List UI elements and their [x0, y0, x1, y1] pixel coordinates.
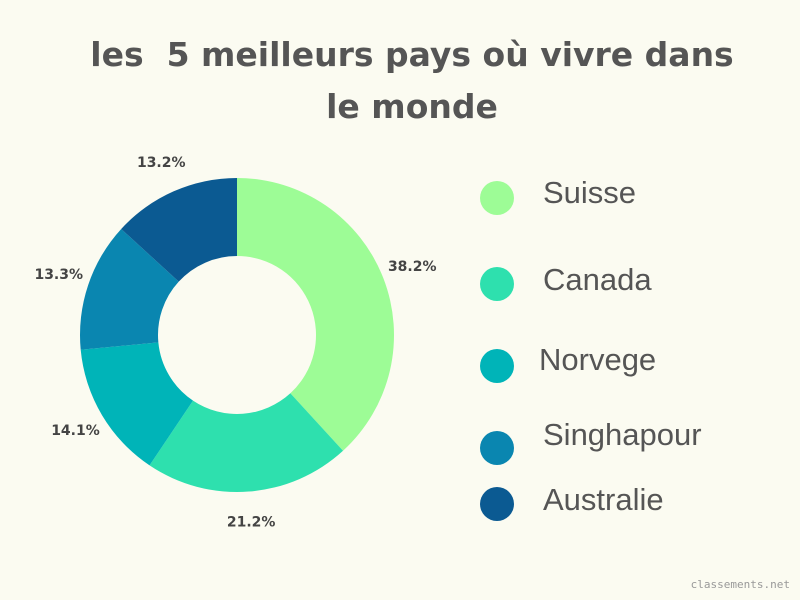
legend-label: Singhapour: [543, 417, 702, 452]
value-label: 13.2%: [137, 155, 186, 171]
chart-title: les 5 meilleurs pays où vivre dans le mon…: [90, 35, 733, 126]
legend-label: Canada: [543, 262, 652, 297]
legend-marker: [480, 487, 514, 521]
slice: [237, 178, 394, 451]
slice: [80, 342, 194, 466]
legend-label: Suisse: [543, 175, 636, 210]
legend-marker: [480, 267, 514, 301]
legend-marker: [480, 181, 514, 215]
watermark: classements.net: [691, 578, 790, 591]
legend-label: Norvege: [539, 342, 656, 377]
legend-label: Australie: [543, 482, 664, 517]
legend-marker: [480, 349, 514, 383]
slice: [80, 228, 179, 350]
value-label: 21.2%: [227, 514, 276, 530]
value-label: 14.1%: [51, 423, 100, 439]
slice: [149, 393, 344, 492]
value-label: 38.2%: [388, 259, 437, 275]
legend-marker: [480, 431, 514, 465]
slice: [121, 178, 237, 282]
value-label: 13.3%: [34, 267, 83, 283]
